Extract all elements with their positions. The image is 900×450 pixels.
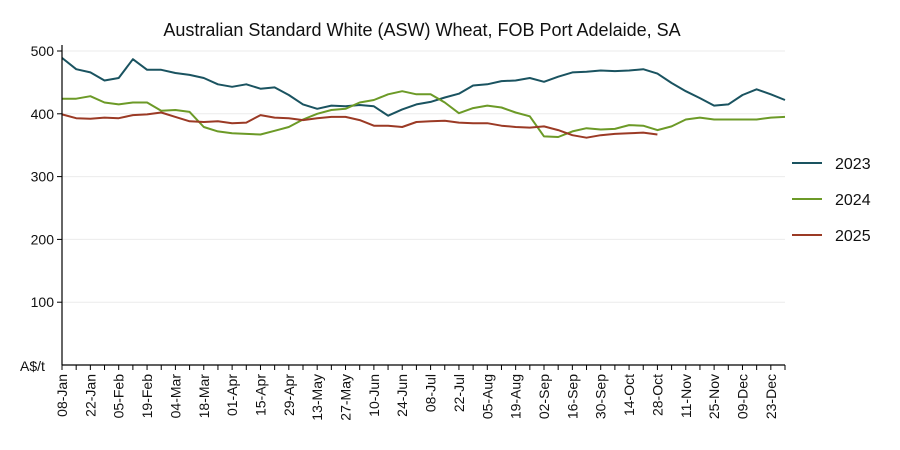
x-tick-label: 08-Jan	[54, 374, 70, 417]
x-tick-label: 27-May	[338, 374, 354, 421]
x-tick-label: 19-Feb	[139, 374, 155, 419]
x-tick-label: 19-Aug	[508, 374, 524, 419]
x-axis-ticks: 08-Jan 22-Jan 05-Feb 19-Feb 04-Mar 18-Mar 01-A…	[54, 365, 786, 421]
y-axis-label: A$/t	[20, 358, 45, 374]
x-tick-label: 23-Dec	[763, 374, 779, 419]
legend-label-2023: 2023	[835, 156, 871, 173]
x-tick-label: 25-Nov	[706, 374, 722, 419]
series-lines	[61, 57, 786, 139]
chart-title: Australian Standard White (ASW) Wheat, F…	[163, 20, 680, 40]
x-tick-label: 05-Aug	[479, 374, 495, 419]
x-tick-label: 09-Dec	[734, 374, 750, 419]
x-tick-label: 28-Oct	[649, 374, 665, 416]
x-tick-label: 11-Nov	[678, 374, 694, 418]
x-tick-label: 04-Mar	[167, 374, 183, 419]
x-tick-label: 16-Sep	[564, 374, 580, 419]
series-line-2023	[61, 57, 786, 117]
series-line-2024	[62, 90, 786, 138]
x-tick-label: 05-Feb	[111, 374, 127, 419]
x-tick-label: 18-Mar	[196, 374, 212, 419]
grid	[62, 50, 785, 303]
y-tick-label: 300	[31, 169, 55, 185]
x-tick-label: 08-Jul	[423, 374, 439, 412]
y-tick-label: 500	[31, 43, 55, 59]
x-tick-label: 10-Jun	[366, 374, 382, 417]
y-tick-label: 100	[31, 294, 55, 310]
x-tick-label: 24-Jun	[394, 374, 410, 417]
legend-label-2025: 2025	[835, 228, 871, 245]
x-tick-label: 15-Apr	[252, 374, 268, 416]
x-tick-label: 29-Apr	[281, 374, 297, 416]
x-tick-label: 14-Oct	[621, 374, 637, 416]
x-tick-label: 22-Jul	[451, 374, 467, 412]
y-axis-ticks: 100 200 300 400 500	[31, 43, 62, 310]
y-tick-label: 400	[31, 106, 55, 122]
y-tick-label: 200	[31, 231, 55, 247]
legend-label-2024: 2024	[835, 192, 871, 209]
axes	[61, 45, 785, 366]
legend: 2023 2024 2025	[792, 156, 871, 245]
x-tick-label: 01-Apr	[224, 374, 240, 416]
series-line-2025	[61, 111, 658, 139]
x-tick-label: 22-Jan	[82, 374, 98, 417]
x-tick-label: 13-May	[309, 374, 325, 421]
x-tick-label: 30-Sep	[593, 374, 609, 419]
x-tick-label: 02-Sep	[536, 374, 552, 419]
